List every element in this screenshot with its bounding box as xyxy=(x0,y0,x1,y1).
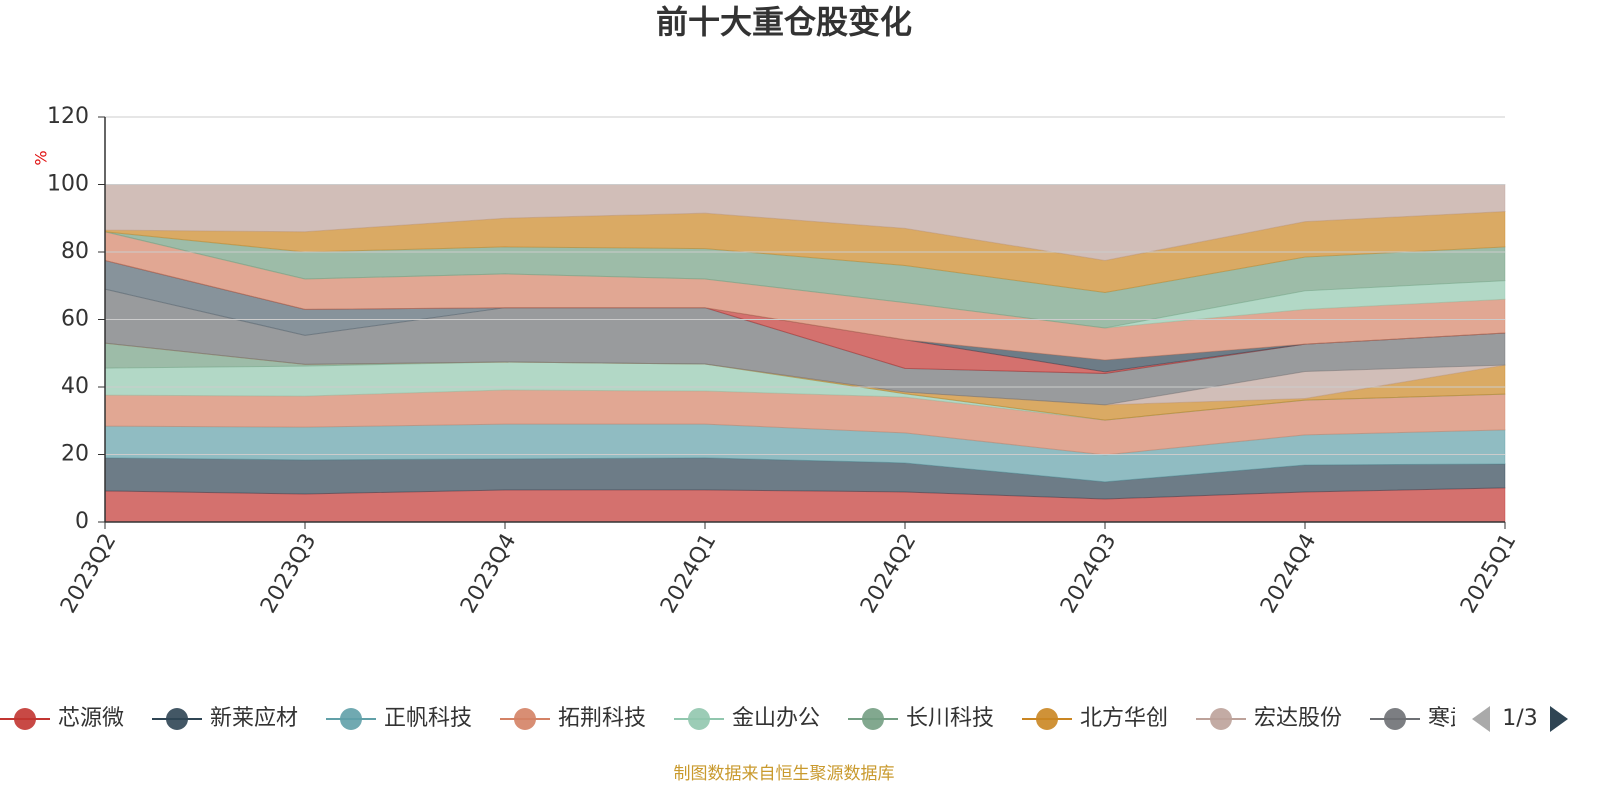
legend-marker xyxy=(1036,708,1058,730)
legend-marker xyxy=(862,708,884,730)
area xyxy=(104,288,1506,406)
legend-label[interactable]: 新莱应材 xyxy=(210,706,298,731)
area xyxy=(104,342,1506,421)
legend-page: 1/3 xyxy=(1502,706,1537,731)
legend-label[interactable]: 寒武纪 xyxy=(1428,706,1494,731)
legend-marker xyxy=(688,708,710,730)
legend-marker xyxy=(166,708,188,730)
legend-label[interactable]: 北方华创 xyxy=(1080,706,1168,731)
x-tick-label: 2023Q2 xyxy=(56,530,121,618)
x-tick-label: 2025Q1 xyxy=(1456,530,1521,618)
y-tick-label: 20 xyxy=(61,442,89,467)
area xyxy=(104,342,1506,406)
source-note: 制图数据来自恒生聚源数据库 xyxy=(674,764,895,784)
legend-label[interactable]: 宏达股份 xyxy=(1254,706,1342,731)
legend-marker xyxy=(1210,708,1232,730)
legend-marker xyxy=(1384,708,1406,730)
area xyxy=(104,457,1506,500)
legend: 芯源微 新莱应材 正帆科技 拓荆科技 金山办公 长川科技 北方华创 宏达股份 寒武纪 xyxy=(0,706,1494,731)
area xyxy=(104,231,1506,329)
y-tick-label: 80 xyxy=(61,239,89,264)
x-tick-label: 2024Q3 xyxy=(1056,530,1121,618)
legend-next[interactable] xyxy=(1550,706,1568,732)
x-tick-label: 2023Q3 xyxy=(256,530,321,618)
legend-label[interactable]: 长川科技 xyxy=(906,706,994,731)
x-tick-label: 2024Q4 xyxy=(1256,530,1321,618)
x-tick-label: 2024Q1 xyxy=(656,530,721,618)
chart-title: 前十大重仓股变化 xyxy=(656,3,912,41)
y-tick-label: 40 xyxy=(61,374,89,399)
area xyxy=(104,389,1506,456)
legend-prev[interactable] xyxy=(1472,706,1490,732)
y-tick-label: 60 xyxy=(61,307,89,332)
x-tick-label: 2023Q4 xyxy=(456,530,521,618)
legend-marker xyxy=(514,708,536,730)
legend-label[interactable]: 芯源微 xyxy=(58,706,124,731)
area xyxy=(104,259,1506,375)
legend-marker xyxy=(14,708,36,730)
y-axis-label: % xyxy=(32,150,51,165)
legend-label[interactable]: 拓荆科技 xyxy=(558,706,646,731)
legend-label[interactable]: 正帆科技 xyxy=(384,706,472,731)
y-tick-label: 100 xyxy=(47,172,89,197)
area xyxy=(104,231,1506,329)
legend-marker xyxy=(340,708,362,730)
areas xyxy=(104,184,1506,523)
legend-label[interactable]: 金山办公 xyxy=(732,706,820,731)
y-tick-label: 120 xyxy=(47,104,89,129)
area xyxy=(104,231,1506,361)
y-tick-label: 0 xyxy=(75,509,89,534)
x-tick-label: 2024Q2 xyxy=(856,530,921,618)
